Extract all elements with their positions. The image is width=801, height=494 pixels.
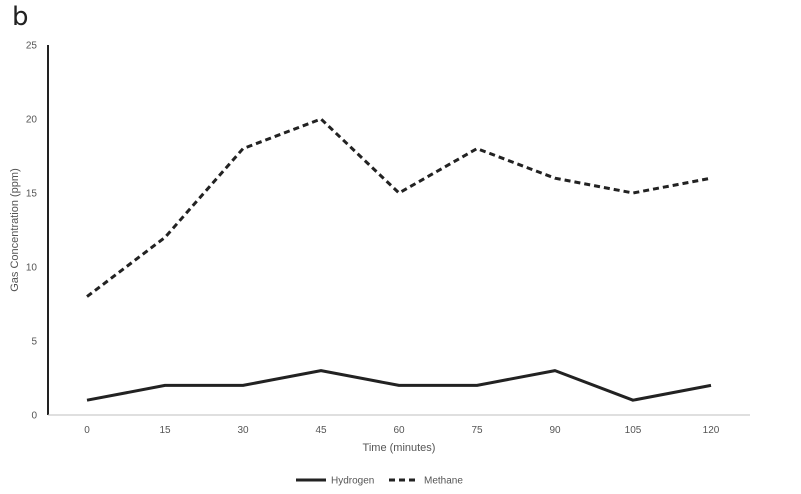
x-tick-label: 60 [393, 425, 405, 436]
x-tick-labels: 0 15 30 45 60 75 90 105 120 [84, 425, 720, 436]
panel-label: b [12, 2, 29, 32]
y-tick-label: 10 [26, 263, 38, 274]
x-axis-title: Time (minutes) [363, 442, 436, 454]
x-tick-label: 90 [549, 425, 561, 436]
series-line-hydrogen [86, 369, 712, 402]
y-tick-label: 15 [26, 189, 38, 200]
x-tick-label: 75 [471, 425, 483, 436]
series-lines [86, 117, 712, 402]
y-axis-title: Gas Concentration (ppm) [9, 168, 21, 292]
legend-label-methane: Methane [424, 476, 463, 487]
y-tick-labels: 0 5 10 15 20 25 [26, 41, 38, 422]
y-tick-label: 25 [26, 41, 38, 52]
legend-label-hydrogen: Hydrogen [331, 476, 374, 487]
y-tick-label: 0 [31, 411, 37, 422]
x-tick-label: 30 [237, 425, 249, 436]
y-tick-label: 20 [26, 115, 38, 126]
x-tick-label: 0 [84, 425, 90, 436]
x-tick-label: 105 [625, 425, 642, 436]
x-tick-label: 120 [703, 425, 720, 436]
y-tick-label: 5 [31, 337, 37, 348]
series-line-methane [86, 117, 712, 298]
x-tick-label: 15 [159, 425, 171, 436]
x-tick-label: 45 [315, 425, 327, 436]
legend: Hydrogen Methane [296, 476, 463, 487]
